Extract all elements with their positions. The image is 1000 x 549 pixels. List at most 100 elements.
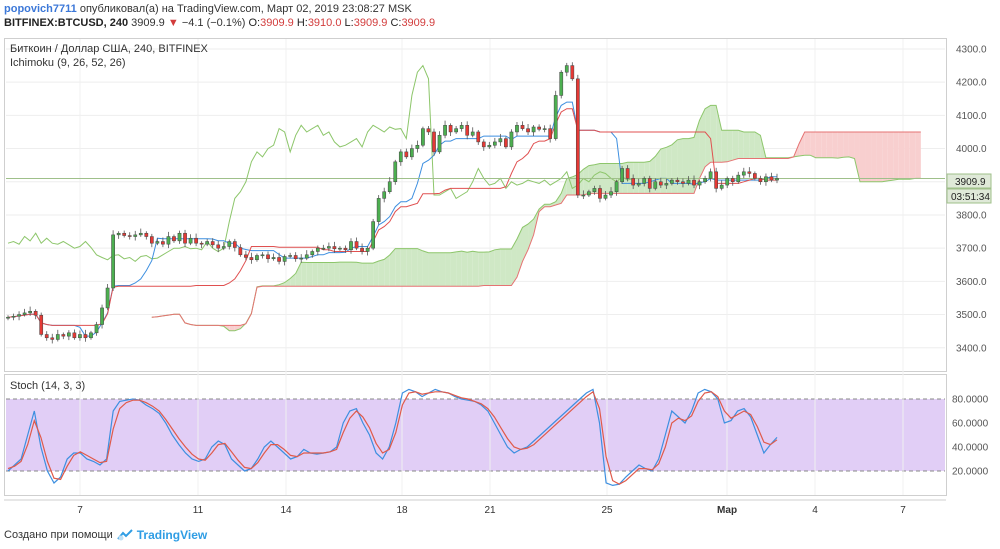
candle-body <box>625 168 630 179</box>
time-tick-label: 11 <box>193 505 204 516</box>
candle-body <box>232 241 237 248</box>
cloud-segment <box>467 251 473 287</box>
candle-body <box>415 144 420 149</box>
candle-body <box>349 241 353 251</box>
created-with-text: Создано при помощи <box>4 529 113 541</box>
low-value: 3909.9 <box>353 17 388 29</box>
author-link[interactable]: popovich7711 <box>4 3 77 15</box>
candle-body <box>459 125 464 129</box>
cloud-segment <box>367 263 374 287</box>
cloud-segment <box>710 105 717 163</box>
time-tick-label: 18 <box>396 505 408 516</box>
cloud-segment <box>362 263 368 287</box>
footer: Создано при помощи TradingView <box>4 528 207 542</box>
cloud-segment <box>732 130 739 161</box>
candle-body <box>476 131 481 143</box>
candle-body <box>321 247 326 250</box>
cloud-segment <box>843 131 849 158</box>
cloud-segment <box>566 176 573 196</box>
last-price-tag-text: 3909.9 <box>955 177 986 188</box>
candle-body <box>404 151 409 158</box>
candle-body <box>581 194 586 197</box>
candle-body <box>725 178 730 186</box>
cloud-segment <box>799 131 805 157</box>
last-price: 3909.9 <box>131 17 165 29</box>
cloud-segment <box>682 138 689 194</box>
candle-body <box>730 178 735 183</box>
stoch-series <box>7 388 778 487</box>
candle-body <box>72 332 77 339</box>
price-chart[interactable]: 4300.04200.04100.04000.03900.03800.03700… <box>0 0 1000 520</box>
candle-body <box>437 135 442 153</box>
time-tick-label: 7 <box>77 505 83 516</box>
candle-body <box>421 128 425 146</box>
candle-body <box>304 254 309 259</box>
candle-body <box>753 173 757 179</box>
candle-body <box>100 307 104 325</box>
high-value: 3910.0 <box>307 17 342 29</box>
candle-body <box>365 247 370 252</box>
cloud-segment <box>804 131 811 156</box>
tradingview-link[interactable]: TradingView <box>136 528 208 542</box>
candle-body <box>504 138 508 148</box>
candle-body <box>94 324 99 334</box>
cloud-segment <box>882 131 888 182</box>
candle-body <box>775 178 779 181</box>
candle-body <box>277 257 281 262</box>
candle-body <box>587 191 591 196</box>
candle-body <box>393 161 398 183</box>
candle-body <box>260 254 265 257</box>
cloud-segment <box>312 262 318 287</box>
kijun-line <box>7 108 777 326</box>
cloud-segment <box>411 248 418 287</box>
candle-body <box>177 232 182 242</box>
candle-body <box>199 242 204 245</box>
candle-body <box>216 244 221 249</box>
candle-body <box>664 183 669 186</box>
price-tick-label: 3700.0 <box>956 244 987 255</box>
cloud-segment <box>295 262 302 287</box>
cloud-segment <box>904 131 910 180</box>
candle-body <box>426 128 431 133</box>
candle-body <box>138 232 143 236</box>
cloud-segment <box>489 249 495 286</box>
cloud-segment <box>887 131 894 181</box>
candle-body <box>675 179 680 183</box>
candle-body <box>238 247 243 256</box>
cloud-segment <box>898 131 905 180</box>
cloud-segment <box>373 261 379 287</box>
main-pane-frame <box>4 38 947 372</box>
cloud-segment <box>461 251 468 287</box>
cloud-segment <box>472 251 479 287</box>
candle-body <box>470 131 475 136</box>
tradingview-logo-icon <box>116 529 133 541</box>
candle-body <box>338 247 342 250</box>
cloud-segment <box>705 105 711 167</box>
candle-body <box>111 234 115 289</box>
candle-body <box>647 178 652 189</box>
cloud-segment <box>909 131 916 180</box>
stoch-label: Stoch (14, 3, 3) <box>10 380 85 392</box>
candle-body <box>360 247 364 252</box>
candle-body <box>105 287 110 309</box>
candle-body <box>719 184 724 189</box>
cloud-segment <box>290 273 296 287</box>
candle-body <box>127 235 132 237</box>
candle-body <box>487 144 492 148</box>
candle-body <box>564 65 569 73</box>
cloud-segment <box>859 131 866 182</box>
time-tick-label: Мар <box>717 505 737 516</box>
candle-body <box>454 128 458 133</box>
cloud-segment <box>876 131 883 182</box>
cloud-segment <box>356 262 363 287</box>
candle-body <box>89 332 93 339</box>
candle-body <box>61 334 66 337</box>
cloud-segment <box>500 248 506 286</box>
candle-body <box>11 315 16 318</box>
candle-body <box>22 312 27 315</box>
cloud-segment <box>428 252 434 287</box>
candle-body <box>764 176 768 183</box>
candle-body <box>293 255 298 260</box>
candle-body <box>692 179 696 186</box>
candle-body <box>6 316 10 319</box>
